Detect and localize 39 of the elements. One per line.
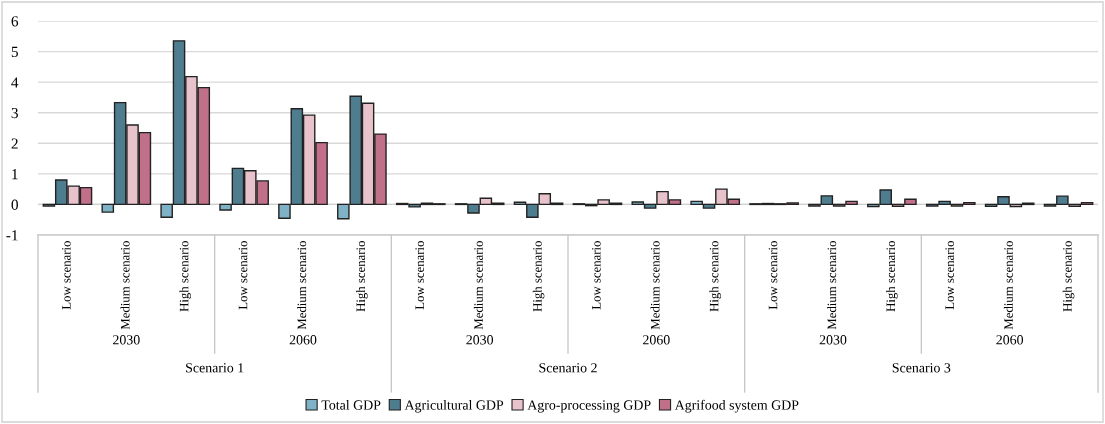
y-tick-label: 4 xyxy=(11,77,19,88)
x-tick-label: High scenario xyxy=(179,241,192,312)
y-tick-label: 0 xyxy=(11,199,18,210)
x-tick-label: Low scenario xyxy=(592,241,601,310)
x-tick-label: Low scenario xyxy=(945,241,954,310)
text: 2030 xyxy=(819,335,847,345)
x-tick-label: Low scenario xyxy=(238,241,248,310)
x-tick-label: High scenario xyxy=(532,241,545,312)
y-tick-label: 3 xyxy=(11,107,18,119)
x-tick-label: Medium scenario xyxy=(650,241,660,330)
legend-label: Total GDP xyxy=(321,399,381,410)
y-tick-label: -1 xyxy=(6,230,18,241)
text: 2060 xyxy=(289,335,317,345)
text: 2030 xyxy=(466,335,494,345)
x-tick-label: Medium scenario xyxy=(1003,241,1013,330)
x-tick-label: Medium scenario xyxy=(297,241,307,330)
y-tick-label: 5 xyxy=(11,46,18,58)
y-tick-label: 1 xyxy=(12,169,18,180)
x-tick-label: High scenario xyxy=(886,241,898,312)
x-tick-label: Low scenario xyxy=(768,241,778,310)
text: Scenario 1 xyxy=(186,363,244,373)
legend-label: Agrifood system GDP xyxy=(674,399,799,413)
x-tick-label: Low scenario xyxy=(62,241,71,310)
x-tick-label: Medium scenario xyxy=(473,241,483,330)
x-tick-label: Medium scenario xyxy=(120,241,130,330)
text: 2030 xyxy=(113,335,140,345)
text: Scenario 3 xyxy=(892,363,951,373)
text: Scenario 2 xyxy=(539,363,597,373)
x-tick-label: Low scenario xyxy=(415,241,424,310)
text: 2060 xyxy=(643,335,670,345)
y-tick-label: 2 xyxy=(11,138,18,149)
y-tick-label: 6 xyxy=(11,16,19,27)
x-tick-label: High scenario xyxy=(709,241,722,312)
text: 2060 xyxy=(996,335,1024,345)
x-tick-label: Medium scenario xyxy=(827,241,837,330)
x-tick-label: High scenario xyxy=(1062,241,1075,312)
legend-label: Agro-processing GDP xyxy=(527,400,651,413)
x-tick-label: High scenario xyxy=(356,241,368,312)
legend-label: Agricultural GDP xyxy=(404,399,504,413)
